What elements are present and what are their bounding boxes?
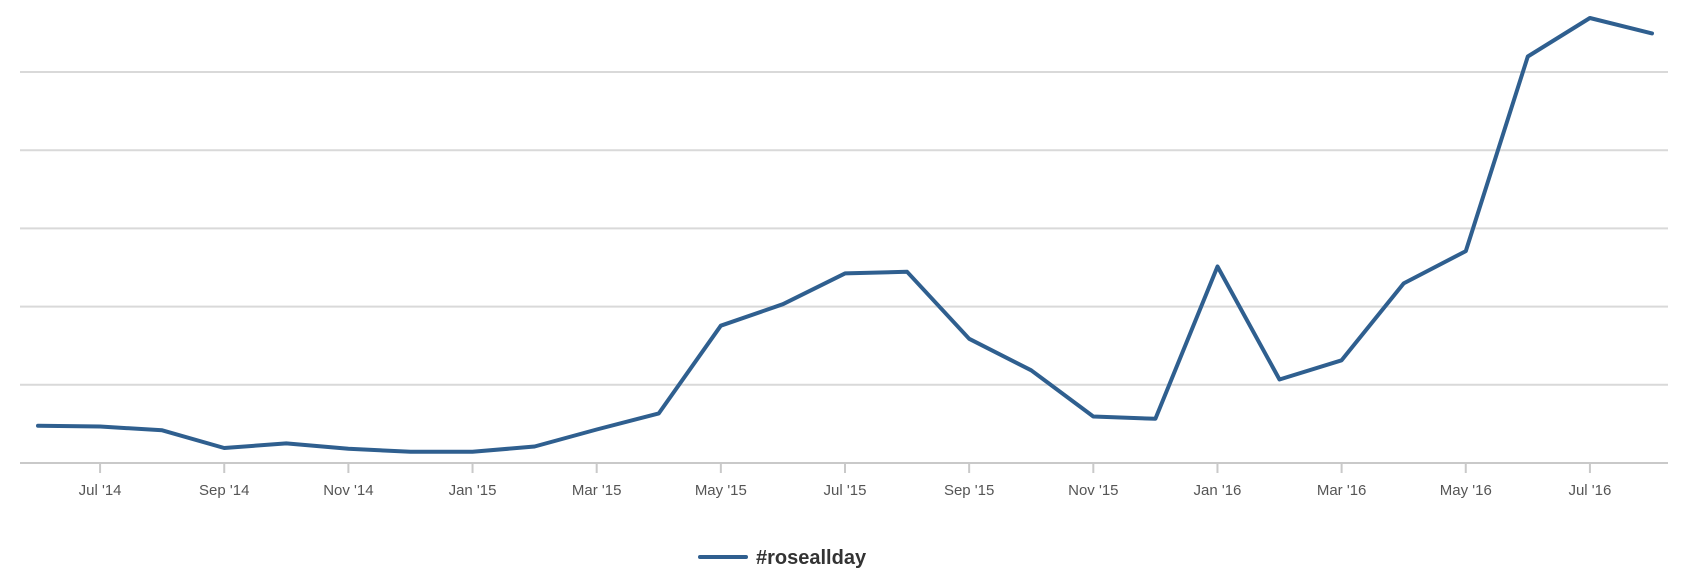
x-tick-label: Nov '14 xyxy=(323,482,373,499)
x-tick-label: Jul '16 xyxy=(1568,482,1611,499)
x-tick-label: Mar '16 xyxy=(1317,482,1367,499)
x-axis: Jul '14 Sep '14 Nov '14 Jan '15 Mar '15 May '… xyxy=(20,462,1668,499)
x-tick-label: Sep '15 xyxy=(944,482,994,499)
series-group xyxy=(36,16,1654,454)
x-tick-label: May '15 xyxy=(695,482,747,499)
x-tick-label: May '16 xyxy=(1440,482,1492,499)
x-tick-label: Jul '14 xyxy=(79,482,122,499)
series-line xyxy=(36,16,1654,454)
x-tick-label: Mar '15 xyxy=(572,482,622,499)
x-tick-label: Sep '14 xyxy=(199,482,249,499)
x-tick-label: Jan '15 xyxy=(449,482,497,499)
x-tick-label: Jan '16 xyxy=(1194,482,1242,499)
x-tick-label: Nov '15 xyxy=(1068,482,1118,499)
legend-item-label: #roseallday xyxy=(756,547,867,569)
legend[interactable]: #roseallday xyxy=(698,547,867,569)
x-tick-label: Jul '15 xyxy=(824,482,867,499)
gridlines xyxy=(20,71,1668,386)
